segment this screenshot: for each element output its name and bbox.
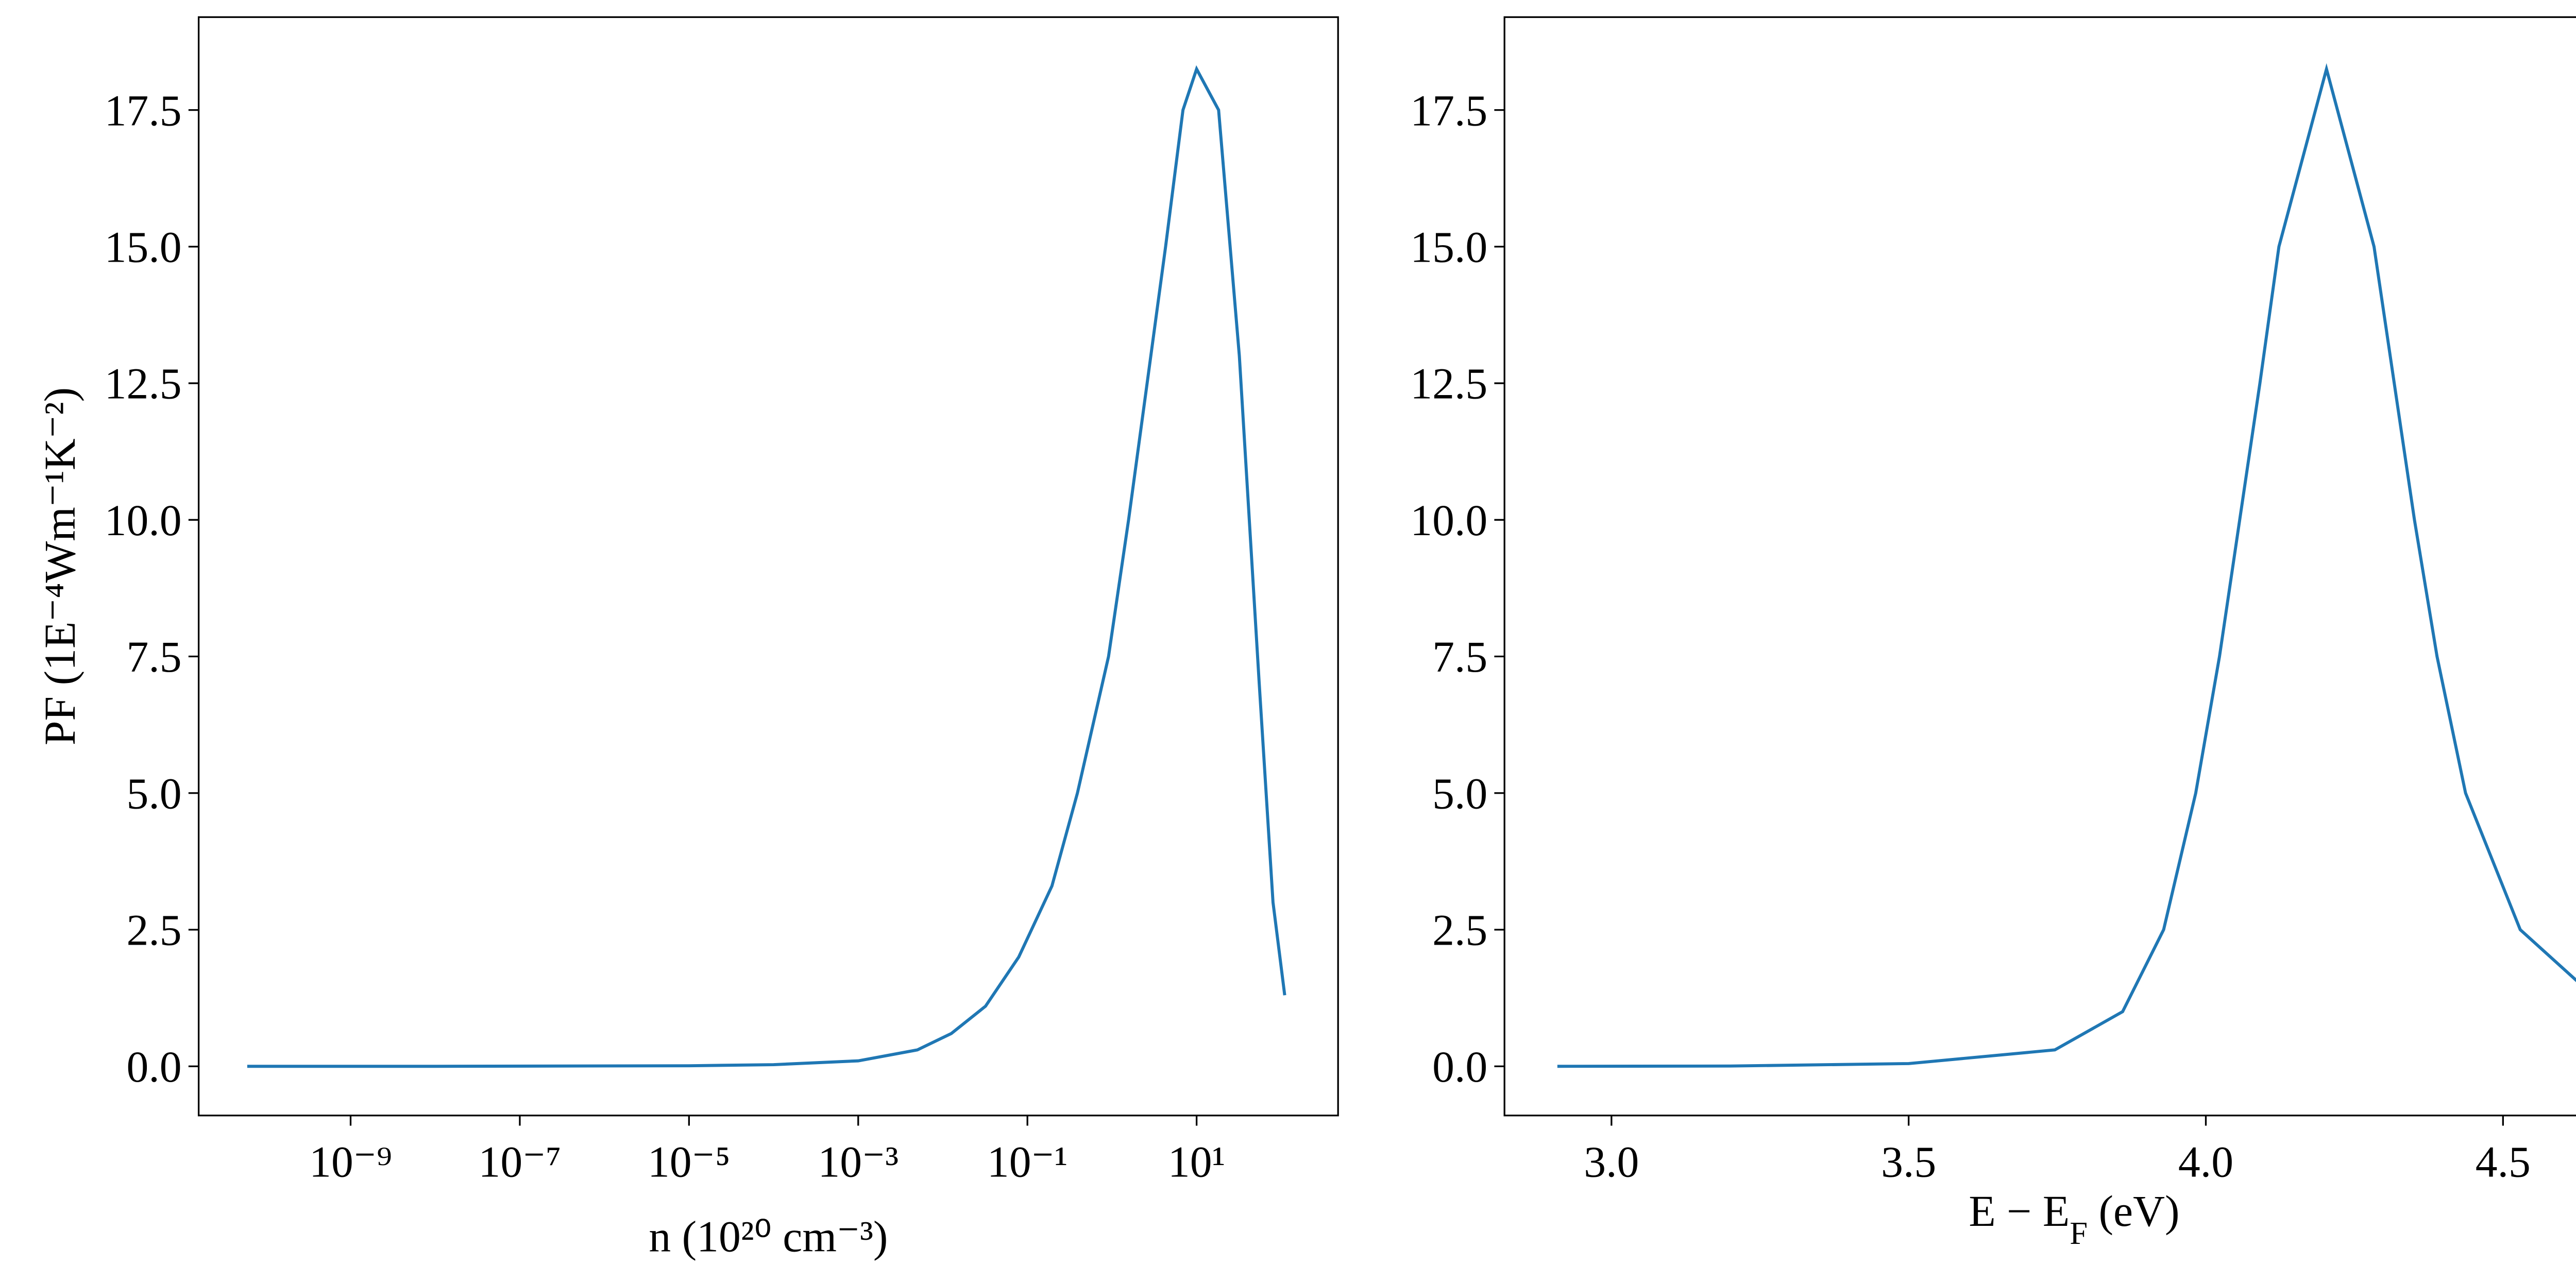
x-axis-label-part: (eV)	[2088, 1187, 2179, 1236]
y-tick-label: 2.5	[127, 906, 182, 955]
x-axis-label-part: E − E	[1969, 1187, 2070, 1236]
y-tick-label: 0.0	[1432, 1042, 1487, 1091]
y-tick-label: 2.5	[1432, 906, 1487, 955]
y-tick-label: 7.5	[127, 633, 182, 681]
x-axis-label: E − EF (eV)	[1969, 1187, 2179, 1251]
x-tick-label: 10¹	[1168, 1137, 1225, 1186]
y-tick-label: 0.0	[127, 1042, 182, 1091]
x-tick-label: 10⁻⁵	[648, 1137, 731, 1186]
x-tick-label: 10⁻⁹	[309, 1137, 392, 1186]
x-axis-label-part: F	[2070, 1215, 2088, 1251]
y-tick-label: 10.0	[105, 496, 182, 545]
x-tick-label: 10⁻¹	[987, 1137, 1068, 1186]
y-tick-label: 15.0	[105, 223, 182, 272]
y-axis-label: PF (1E⁻⁴Wm⁻¹K⁻²)	[36, 387, 84, 745]
y-tick-label: 5.0	[1432, 769, 1487, 818]
x-tick-label: 3.5	[1881, 1137, 1936, 1186]
y-tick-label: 5.0	[127, 769, 182, 818]
y-tick-label: 17.5	[105, 86, 182, 135]
y-tick-label: 17.5	[1410, 86, 1487, 135]
data-line	[247, 65, 1286, 1068]
plot-frame	[1503, 16, 2576, 1117]
y-tick-label: 12.5	[1410, 360, 1487, 408]
x-tick-label: 3.0	[1584, 1137, 1639, 1186]
y-tick-label: 7.5	[1432, 633, 1487, 681]
x-axis-label: n (10²⁰ cm⁻³)	[649, 1212, 888, 1261]
plot-frame	[197, 16, 1339, 1117]
x-tick-label: 10⁻³	[818, 1137, 899, 1186]
data-line	[1557, 63, 2576, 1068]
x-tick-label: 10⁻⁷	[479, 1137, 562, 1186]
x-tick-label: 4.0	[2178, 1137, 2233, 1186]
y-tick-label: 10.0	[1410, 496, 1487, 545]
y-tick-label: 15.0	[1410, 223, 1487, 272]
x-tick-label: 4.5	[2476, 1137, 2531, 1186]
y-tick-label: 12.5	[105, 360, 182, 408]
